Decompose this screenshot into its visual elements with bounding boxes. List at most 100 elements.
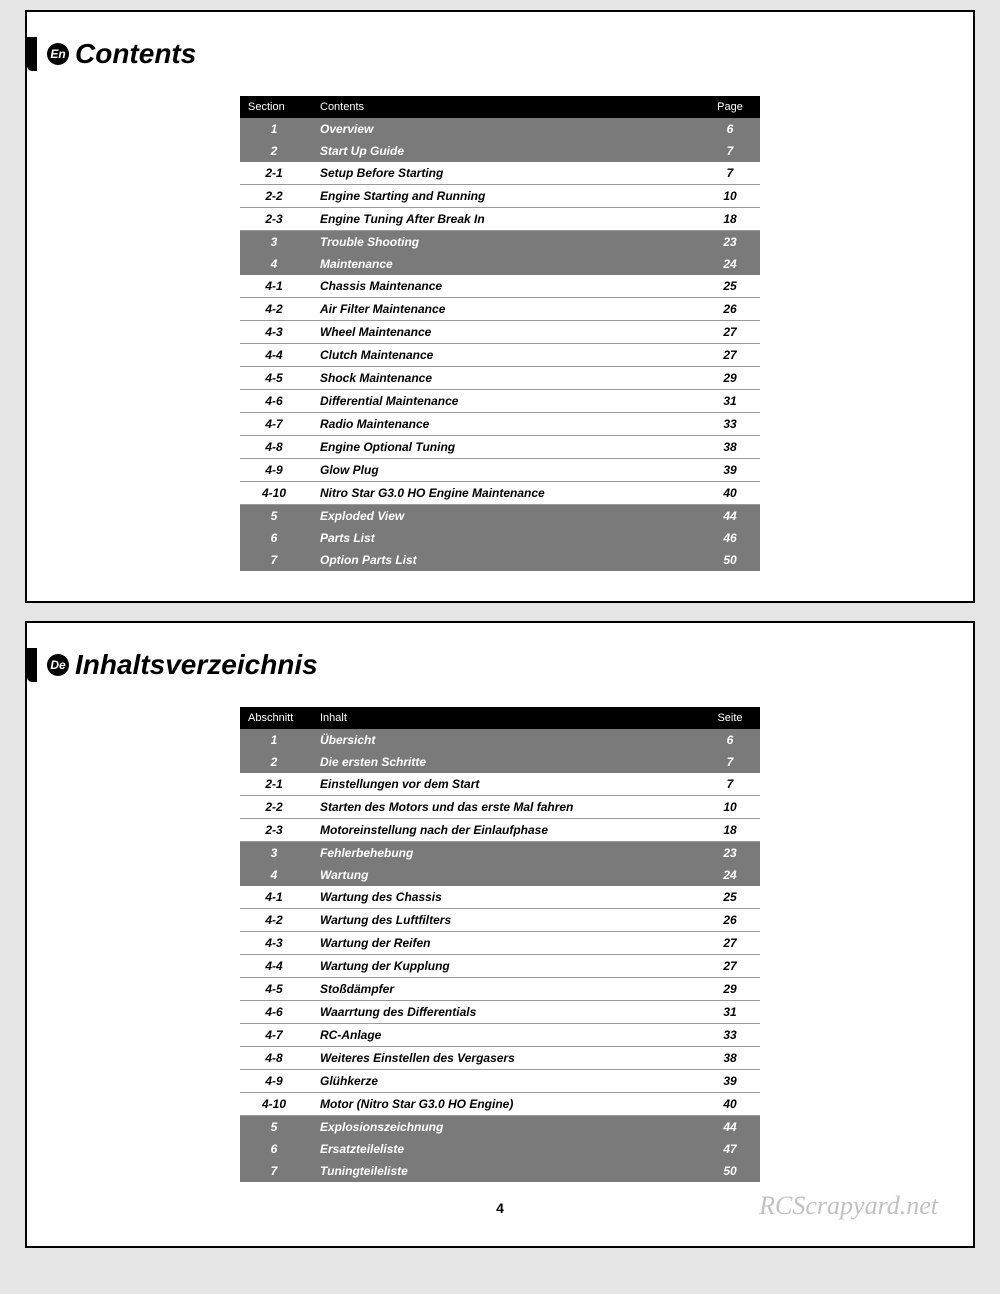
toc-cell-content: Clutch Maintenance	[308, 344, 700, 367]
toc-cell-content: Motor (Nitro Star G3.0 HO Engine)	[308, 1093, 700, 1116]
toc-cell-content: Engine Starting and Running	[308, 185, 700, 208]
toc-cell-content: Fehlerbehebung	[308, 842, 700, 865]
toc-cell-section: 3	[240, 231, 308, 254]
toc-cell-page: 50	[700, 1160, 760, 1182]
toc-row: 2-3Motoreinstellung nach der Einlaufphas…	[240, 819, 760, 842]
toc-row: 2-3Engine Tuning After Break In18	[240, 208, 760, 231]
toc-cell-page: 7	[700, 751, 760, 773]
toc-table: SectionContentsPage1Overview62Start Up G…	[240, 96, 760, 571]
toc-cell-section: 4-4	[240, 344, 308, 367]
toc-cell-page: 27	[700, 932, 760, 955]
toc-cell-page: 47	[700, 1138, 760, 1160]
toc-cell-content: Setup Before Starting	[308, 162, 700, 185]
toc-row: 2-1Einstellungen vor dem Start7	[240, 773, 760, 796]
toc-cell-section: 4-8	[240, 436, 308, 459]
toc-cell-content: Parts List	[308, 527, 700, 549]
toc-cell-section: 4-3	[240, 321, 308, 344]
toc-cell-page: 7	[700, 140, 760, 162]
toc-row: 2-1Setup Before Starting7	[240, 162, 760, 185]
toc-cell-page: 26	[700, 909, 760, 932]
toc-row: 4-9Glow Plug39	[240, 459, 760, 482]
toc-cell-content: Option Parts List	[308, 549, 700, 571]
toc-cell-page: 33	[700, 1024, 760, 1047]
toc-cell-content: Motoreinstellung nach der Einlaufphase	[308, 819, 700, 842]
toc-cell-content: Differential Maintenance	[308, 390, 700, 413]
toc-row: 1Übersicht6	[240, 729, 760, 751]
toc-cell-page: 10	[700, 185, 760, 208]
toc-cell-section: 2-1	[240, 773, 308, 796]
toc-cell-content: Die ersten Schritte	[308, 751, 700, 773]
toc-cell-content: Start Up Guide	[308, 140, 700, 162]
toc-row: 5Explosionszeichnung44	[240, 1116, 760, 1139]
toc-cell-content: Maintenance	[308, 253, 700, 275]
toc-row: 5Exploded View44	[240, 505, 760, 528]
toc-cell-section: 2-2	[240, 185, 308, 208]
toc-cell-section: 7	[240, 1160, 308, 1182]
toc-cell-content: Wartung des Chassis	[308, 886, 700, 909]
language-badge: En	[47, 43, 69, 65]
toc-cell-section: 4	[240, 864, 308, 886]
toc-row: 4-3Wartung der Reifen27	[240, 932, 760, 955]
toc-panel-de: DeInhaltsverzeichnisAbschnittInhaltSeite…	[25, 621, 975, 1248]
toc-cell-section: 4-9	[240, 459, 308, 482]
toc-cell-page: 38	[700, 436, 760, 459]
toc-cell-section: 5	[240, 1116, 308, 1139]
toc-row: 4-8Engine Optional Tuning38	[240, 436, 760, 459]
toc-cell-section: 6	[240, 527, 308, 549]
toc-row: 4-4Clutch Maintenance27	[240, 344, 760, 367]
toc-cell-page: 25	[700, 275, 760, 298]
toc-cell-page: 40	[700, 482, 760, 505]
toc-cell-section: 4-1	[240, 886, 308, 909]
toc-cell-page: 10	[700, 796, 760, 819]
toc-cell-section: 6	[240, 1138, 308, 1160]
toc-row: 4-8Weiteres Einstellen des Vergasers38	[240, 1047, 760, 1070]
toc-row: 4-7RC-Anlage33	[240, 1024, 760, 1047]
toc-cell-section: 2-3	[240, 819, 308, 842]
toc-row: 4-4Wartung der Kupplung27	[240, 955, 760, 978]
panel-heading: EnContents	[77, 37, 923, 71]
language-badge: De	[47, 654, 69, 676]
toc-row: 6Ersatzteileliste47	[240, 1138, 760, 1160]
toc-row: 4Maintenance24	[240, 253, 760, 275]
toc-header-section: Section	[240, 96, 308, 118]
toc-header-section: Abschnitt	[240, 707, 308, 729]
toc-cell-page: 7	[700, 773, 760, 796]
toc-table: AbschnittInhaltSeite1Übersicht62Die erst…	[240, 707, 760, 1182]
heading-tab-bar	[27, 648, 37, 682]
toc-cell-section: 4-5	[240, 978, 308, 1001]
toc-row: 4-10Nitro Star G3.0 HO Engine Maintenanc…	[240, 482, 760, 505]
toc-cell-content: Glow Plug	[308, 459, 700, 482]
toc-cell-page: 25	[700, 886, 760, 909]
toc-row: 4-1Chassis Maintenance25	[240, 275, 760, 298]
toc-cell-content: Glühkerze	[308, 1070, 700, 1093]
toc-panel-en: EnContentsSectionContentsPage1Overview62…	[25, 10, 975, 603]
toc-row: 1Overview6	[240, 118, 760, 140]
toc-row: 4-6Waarrtung des Differentials31	[240, 1001, 760, 1024]
toc-cell-content: Engine Optional Tuning	[308, 436, 700, 459]
toc-cell-section: 4-3	[240, 932, 308, 955]
page-number: 4	[77, 1200, 923, 1216]
toc-cell-content: Trouble Shooting	[308, 231, 700, 254]
toc-cell-page: 18	[700, 819, 760, 842]
toc-cell-page: 39	[700, 1070, 760, 1093]
toc-cell-page: 23	[700, 842, 760, 865]
toc-row: 4-3Wheel Maintenance27	[240, 321, 760, 344]
toc-cell-section: 4-7	[240, 1024, 308, 1047]
toc-cell-content: Waarrtung des Differentials	[308, 1001, 700, 1024]
toc-cell-section: 2	[240, 140, 308, 162]
toc-cell-section: 2	[240, 751, 308, 773]
toc-cell-page: 26	[700, 298, 760, 321]
toc-cell-section: 4-2	[240, 909, 308, 932]
panel-title: Contents	[75, 38, 196, 70]
toc-cell-page: 27	[700, 344, 760, 367]
toc-cell-section: 4-6	[240, 1001, 308, 1024]
toc-cell-page: 27	[700, 321, 760, 344]
toc-cell-content: Exploded View	[308, 505, 700, 528]
toc-cell-content: Overview	[308, 118, 700, 140]
toc-cell-section: 1	[240, 729, 308, 751]
toc-row: 2-2Starten des Motors und das erste Mal …	[240, 796, 760, 819]
toc-row: 4-1Wartung des Chassis25	[240, 886, 760, 909]
toc-cell-section: 4-10	[240, 1093, 308, 1116]
toc-cell-content: Air Filter Maintenance	[308, 298, 700, 321]
toc-cell-content: Tuningteileliste	[308, 1160, 700, 1182]
